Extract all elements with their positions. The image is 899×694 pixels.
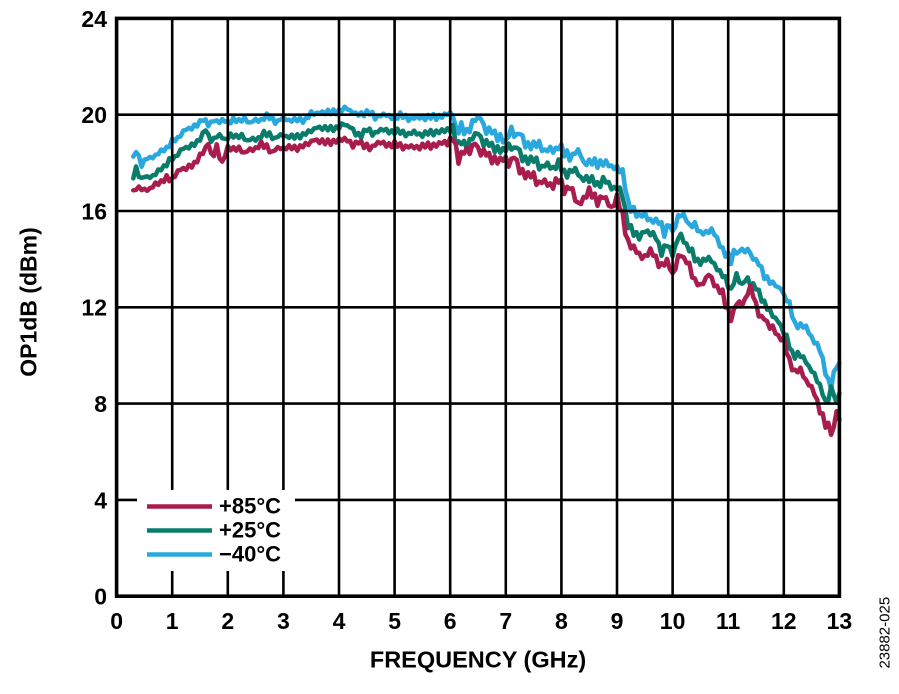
svg-text:16: 16 [81,198,107,224]
svg-text:10: 10 [660,608,686,634]
svg-text:−40°C: −40°C [219,542,281,567]
svg-text:4: 4 [94,487,107,513]
svg-text:7: 7 [499,608,512,634]
svg-text:3: 3 [277,608,290,634]
svg-text:12: 12 [771,608,797,634]
svg-text:8: 8 [555,608,568,634]
svg-text:5: 5 [388,608,401,634]
svg-text:23882-025: 23882-025 [877,597,894,669]
svg-text:6: 6 [444,608,457,634]
svg-text:13: 13 [827,608,853,634]
svg-text:+25°C: +25°C [219,518,281,543]
svg-text:FREQUENCY (GHz): FREQUENCY (GHz) [370,647,586,673]
svg-text:24: 24 [81,6,107,32]
svg-text:0: 0 [94,584,107,610]
svg-text:12: 12 [81,295,107,321]
svg-text:OP1dB (dBm): OP1dB (dBm) [16,227,42,377]
svg-text:+85°C: +85°C [219,494,281,519]
svg-text:0: 0 [110,608,123,634]
svg-text:2: 2 [221,608,234,634]
svg-text:8: 8 [94,391,107,417]
svg-text:4: 4 [333,608,346,634]
svg-text:1: 1 [166,608,179,634]
svg-text:9: 9 [611,608,624,634]
svg-text:20: 20 [81,102,107,128]
svg-text:11: 11 [716,608,741,634]
